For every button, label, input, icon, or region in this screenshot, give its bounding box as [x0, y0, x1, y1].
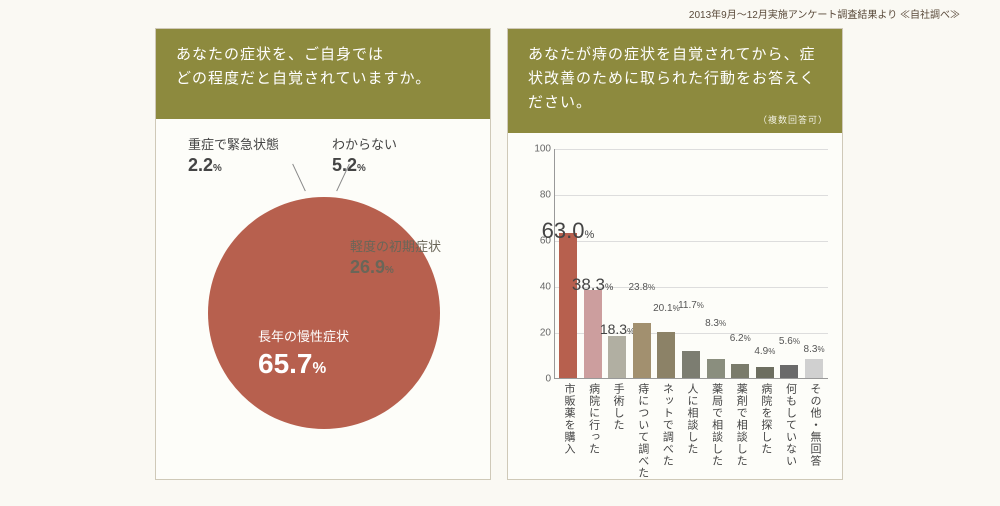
bar-6	[707, 359, 725, 378]
bar-7	[731, 364, 749, 378]
bar-value-1: 38.3%	[572, 275, 613, 295]
bar-value-6: 8.3%	[705, 318, 726, 329]
x-tick-2: 手術した	[610, 383, 626, 431]
bar-value-8: 4.9%	[754, 346, 775, 357]
gridline	[555, 195, 828, 196]
x-tick-3: 痔について調べた	[635, 383, 651, 479]
bar-plot-area: 02040608010063.0%38.3%18.3%23.8%20.1%11.…	[554, 149, 828, 379]
label-chronic: 長年の慢性症状65.7%	[258, 329, 349, 382]
pie-graphic	[208, 197, 440, 429]
bar-value-4: 20.1%	[653, 303, 680, 314]
bar-value-10: 8.3%	[804, 344, 825, 355]
y-tick: 0	[529, 374, 551, 385]
bar-chart: 02040608010063.0%38.3%18.3%23.8%20.1%11.…	[508, 133, 842, 495]
bar-5	[682, 351, 700, 378]
multiple-answer-note: （複数回答可）	[758, 113, 828, 127]
bar-3	[633, 323, 651, 378]
panel-actions-taken: あなたが痔の症状を自覚されてから、症状改善のために取られた行動をお答えください。…	[507, 28, 843, 480]
panel-symptom-awareness: あなたの症状を、ご自身ではどの程度だと自覚されていますか。 重症で緊急状態2.2…	[155, 28, 491, 480]
x-tick-6: 薬局で相談した	[709, 383, 725, 467]
bar-4	[657, 332, 675, 378]
y-tick: 100	[529, 144, 551, 155]
bar-value-0: 63.0%	[542, 218, 595, 244]
x-tick-0: 市販薬を購入	[561, 383, 577, 455]
x-tick-8: 病院を探した	[758, 383, 774, 455]
label-critical: 重症で緊急状態2.2%	[188, 137, 279, 177]
bar-0	[559, 233, 577, 378]
label-mild: 軽度の初期症状26.9%	[350, 239, 441, 279]
bar-value-5: 11.7%	[678, 300, 704, 311]
x-tick-5: 人に相談した	[684, 383, 700, 455]
x-tick-9: 何もしていない	[782, 383, 798, 467]
bar-8	[756, 367, 774, 378]
y-tick: 80	[529, 190, 551, 201]
bar-10	[805, 359, 823, 378]
y-tick: 20	[529, 328, 551, 339]
gridline	[555, 241, 828, 242]
x-tick-7: 薬剤で相談した	[733, 383, 749, 467]
panel-title-left: あなたの症状を、ご自身ではどの程度だと自覚されていますか。	[156, 29, 490, 119]
bar-9	[780, 365, 798, 378]
bar-value-2: 18.3%	[600, 321, 635, 337]
bar-value-7: 6.2%	[730, 333, 751, 344]
label-unknown: わからない5.2%	[332, 137, 397, 177]
survey-caption: 2013年9月〜12月実施アンケート調査結果より ≪自社調べ≫	[689, 6, 960, 21]
bar-2	[608, 336, 626, 378]
x-tick-10: その他・無回答	[807, 383, 823, 467]
panel-title-right: あなたが痔の症状を自覚されてから、症状改善のために取られた行動をお答えください。…	[508, 29, 842, 133]
x-tick-4: ネットで調べた	[659, 383, 675, 467]
bar-value-3: 23.8%	[628, 282, 655, 293]
bar-title-text: あなたが痔の症状を自覚されてから、症状改善のために取られた行動をお答えください。	[528, 46, 816, 111]
bar-value-9: 5.6%	[779, 336, 800, 347]
lead-critical	[292, 164, 306, 192]
gridline	[555, 149, 828, 150]
x-tick-1: 病院に行った	[586, 383, 602, 455]
y-tick: 40	[529, 282, 551, 293]
pie-chart: 重症で緊急状態2.2% わからない5.2% 軽度の初期症状26.9% 長年の慢性症状6…	[156, 119, 490, 481]
